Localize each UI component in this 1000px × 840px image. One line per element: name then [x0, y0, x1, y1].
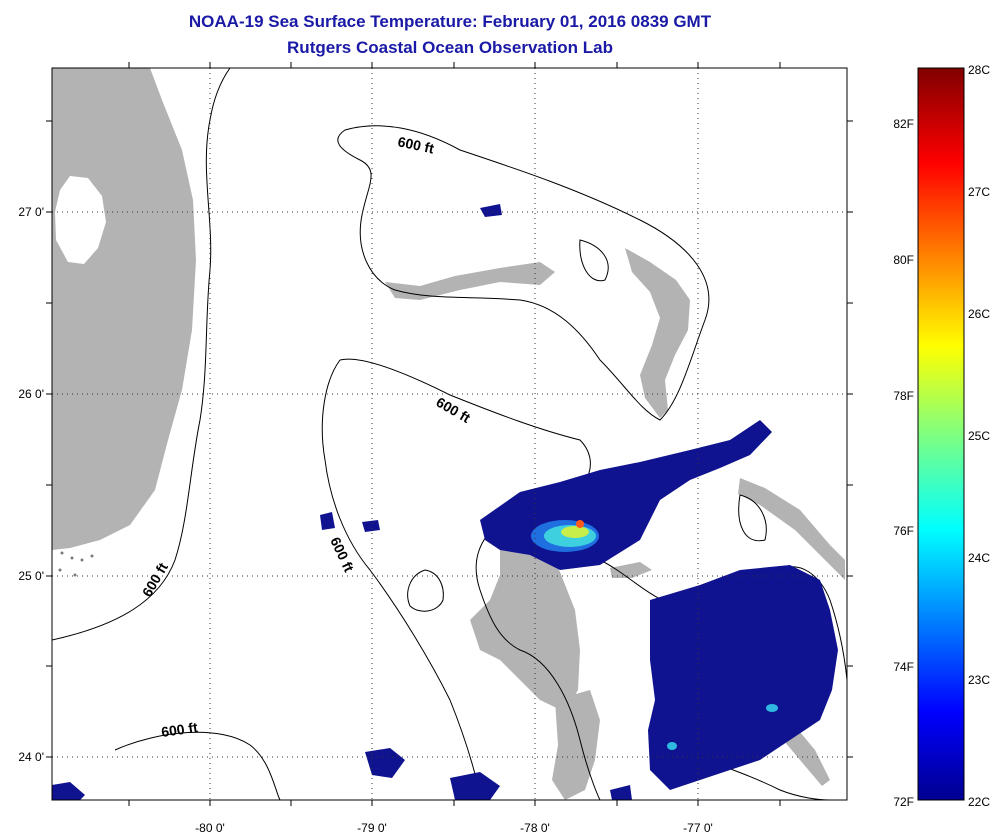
- contour-label: 600 ft: [396, 133, 435, 156]
- lat-tick-label: 27 0': [18, 205, 44, 219]
- contour-label: 600 ft: [160, 719, 199, 740]
- colorbar-label-c: 26C: [968, 307, 990, 321]
- lat-tick-labels: 27 0' 26 0' 25 0' 24 0': [18, 205, 44, 764]
- colorbar-label-c: 23C: [968, 673, 990, 687]
- grand-bahama-land: [385, 262, 555, 300]
- new-providence-land: [610, 562, 652, 578]
- map-title: NOAA-19 Sea Surface Temperature: Februar…: [188, 12, 712, 31]
- lon-tick-labels: -80 0' -79 0' -78 0' -77 0': [195, 821, 713, 835]
- abaco-land: [625, 248, 690, 418]
- contour-label: 600 ft: [327, 535, 357, 575]
- lon-tick-label: -80 0': [195, 821, 225, 835]
- contour-label: 600 ft: [139, 560, 171, 600]
- map-frame: [51, 67, 848, 801]
- lon-tick-label: -78 0': [520, 821, 550, 835]
- sst-warm-patch: [531, 520, 778, 750]
- colorbar-label-c: 28C: [968, 63, 990, 77]
- colorbar-label-c: 22C: [968, 795, 990, 809]
- lat-tick-label: 25 0': [18, 569, 44, 583]
- lat-tick-label: 24 0': [18, 750, 44, 764]
- lon-tick-label: -77 0': [683, 821, 713, 835]
- colorbar-celsius-labels: 28C 27C 26C 25C 24C 23C 22C: [968, 63, 990, 809]
- colorbar-label-f: 74F: [893, 660, 914, 674]
- graticule: [52, 68, 847, 800]
- lon-tick-label: -79 0': [357, 821, 387, 835]
- colorbar: [917, 67, 965, 801]
- colorbar-label-f: 78F: [893, 389, 914, 403]
- colorbar-label-c: 25C: [968, 429, 990, 443]
- lake-okeechobee: [55, 176, 106, 264]
- colorbar-label-f: 80F: [893, 253, 914, 267]
- colorbar-label-c: 27C: [968, 185, 990, 199]
- florida-land: [52, 68, 196, 550]
- colorbar-label-c: 24C: [968, 551, 990, 565]
- map-subtitle: Rutgers Coastal Ocean Observation Lab: [287, 38, 613, 57]
- eleuthera-land: [738, 478, 845, 580]
- florida-keys: [58, 551, 94, 577]
- south-andros-land: [552, 690, 600, 800]
- colorbar-label-f: 76F: [893, 524, 914, 538]
- colorbar-fahrenheit-labels: 82F 80F 78F 76F 74F 72F: [893, 117, 914, 809]
- colorbar-label-f: 72F: [893, 795, 914, 809]
- lat-tick-label: 26 0': [18, 387, 44, 401]
- contour-label: 600 ft: [434, 394, 474, 426]
- colorbar-label-f: 82F: [893, 117, 914, 131]
- andros-land: [470, 532, 580, 712]
- axis-ticks: [46, 62, 853, 806]
